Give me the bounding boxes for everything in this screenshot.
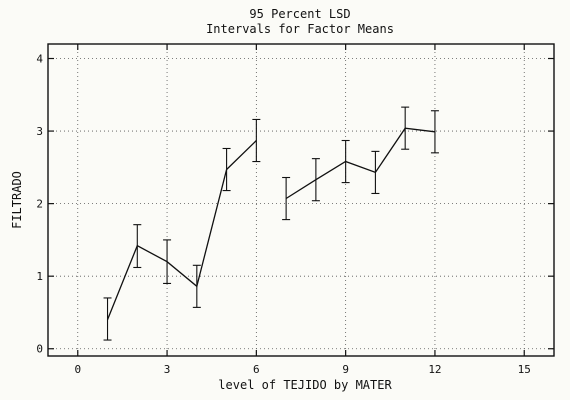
mean-line <box>106 140 257 320</box>
y-tick-label: 3 <box>36 125 43 138</box>
plot-frame <box>47 43 555 357</box>
x-axis-label: level of TEJIDO by MATER <box>218 378 392 392</box>
y-tick-label: 2 <box>36 198 43 211</box>
x-tick-label: 12 <box>428 363 441 376</box>
x-tick-label: 6 <box>253 363 260 376</box>
y-tick-label: 4 <box>36 53 43 66</box>
y-tick-label: 0 <box>36 343 43 356</box>
x-tick-label: 3 <box>164 363 171 376</box>
x-tick-label: 15 <box>518 363 531 376</box>
y-axis-label: FILTRADO <box>10 171 24 229</box>
x-tick-label: 0 <box>74 363 81 376</box>
x-tick-label: 9 <box>342 363 349 376</box>
chart-subtitle: Intervals for Factor Means <box>206 22 394 36</box>
chart-title: 95 Percent LSD <box>249 7 350 21</box>
y-tick-label: 1 <box>36 270 43 283</box>
mean-line <box>285 127 435 200</box>
